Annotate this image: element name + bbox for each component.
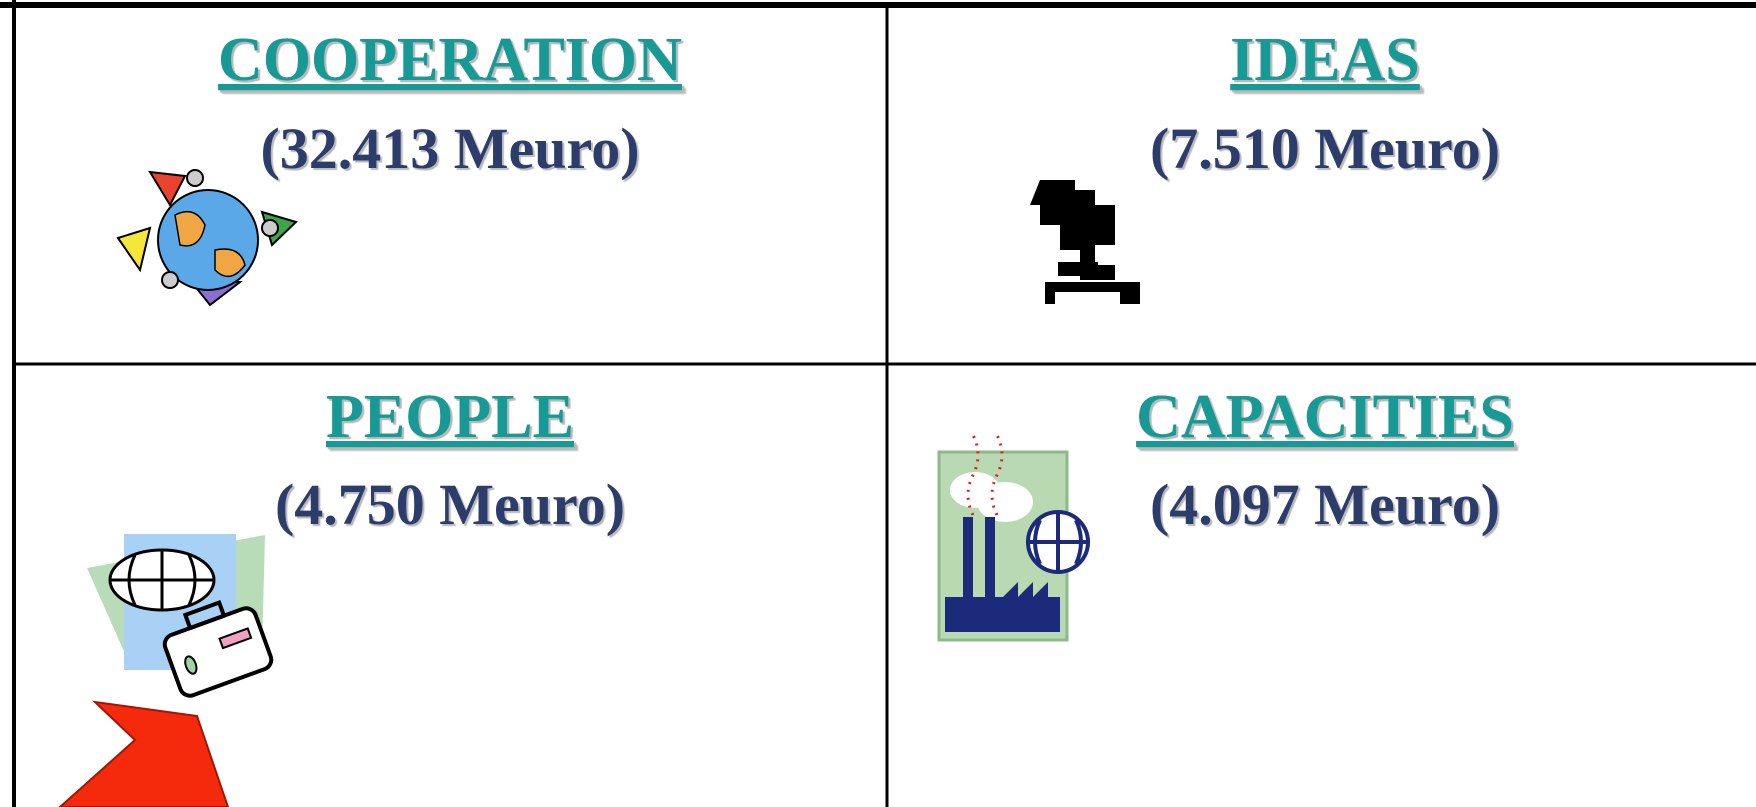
cell-title: PEOPLE <box>326 383 574 451</box>
cell-title: CAPACITIES <box>1136 383 1514 451</box>
slide: COOPERATION (32.413 Meuro) IDEAS (7.510 … <box>0 0 1756 807</box>
cell-title: COOPERATION <box>218 26 682 94</box>
cell-amount: (7.510 Meuro) <box>1150 116 1500 181</box>
cell-amount: (4.750 Meuro) <box>275 472 625 537</box>
cell-title: IDEAS <box>1230 26 1420 94</box>
cell-amount: (4.097 Meuro) <box>1150 472 1500 537</box>
capacities-icon <box>939 435 1088 640</box>
cell-amount: (32.413 Meuro) <box>260 116 639 181</box>
